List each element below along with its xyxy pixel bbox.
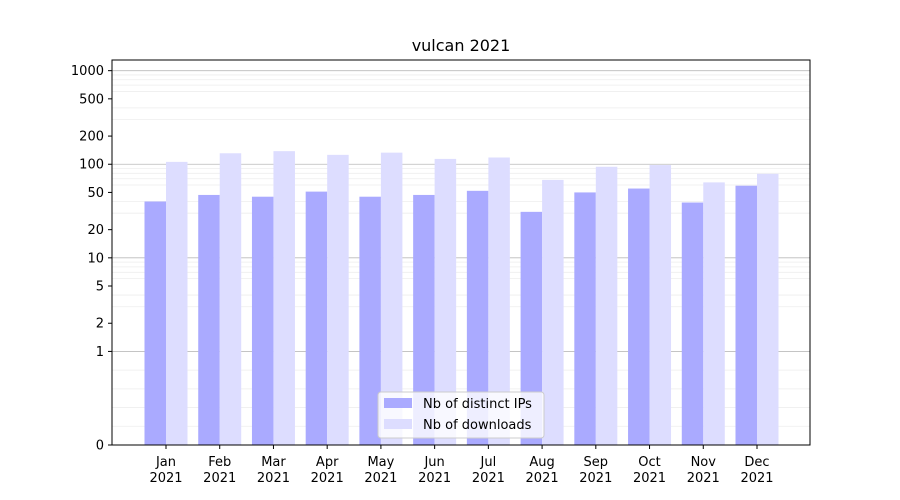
y-tick-label: 2 bbox=[96, 317, 104, 332]
plot-frame bbox=[111, 59, 811, 446]
x-tick-label-month: Sep bbox=[584, 455, 609, 470]
x-tick-label-year: 2021 bbox=[740, 471, 773, 486]
bar-distinct-ips bbox=[574, 192, 596, 445]
legend-box bbox=[377, 391, 545, 439]
bar-distinct-ips bbox=[413, 194, 435, 445]
bar-distinct-ips bbox=[305, 191, 328, 445]
bar-downloads bbox=[595, 166, 618, 446]
x-tick-label-month: Jan bbox=[155, 455, 176, 470]
x-tick-label-year: 2021 bbox=[687, 471, 720, 486]
bar-distinct-ips bbox=[144, 201, 166, 445]
y-tick-label: 1 bbox=[96, 345, 104, 360]
x-tick-label-month: May bbox=[367, 455, 394, 470]
x-tick-label-year: 2021 bbox=[633, 471, 666, 486]
x-tick-label-year: 2021 bbox=[418, 471, 451, 486]
bar-downloads bbox=[273, 151, 295, 446]
x-tick-label-month: Jun bbox=[423, 455, 444, 470]
x-tick-label-month: Aug bbox=[529, 455, 554, 470]
x-tick-label-year: 2021 bbox=[472, 471, 505, 486]
y-tick-label: 0 bbox=[96, 439, 104, 454]
y-tick-label: 500 bbox=[79, 92, 104, 107]
x-tick-label-month: Oct bbox=[638, 455, 660, 470]
legend: Nb of distinct IPs Nb of downloads bbox=[377, 391, 545, 439]
bar-distinct-ips bbox=[681, 202, 704, 445]
x-tick-label-year: 2021 bbox=[364, 471, 397, 486]
x-tick-label-year: 2021 bbox=[149, 471, 182, 486]
y-tick-label: 50 bbox=[87, 186, 104, 201]
bar-distinct-ips bbox=[466, 190, 489, 445]
x-tick-label-month: Feb bbox=[208, 455, 231, 470]
bar-downloads bbox=[649, 165, 672, 445]
bar-downloads bbox=[380, 152, 403, 445]
y-tick-label: 5 bbox=[96, 280, 104, 295]
bar-downloads bbox=[327, 154, 349, 445]
y-tick-label: 10 bbox=[87, 251, 104, 266]
x-tick-label-year: 2021 bbox=[311, 471, 344, 486]
y-tick-label: 200 bbox=[79, 130, 104, 145]
bar-distinct-ips bbox=[735, 185, 757, 446]
x-tick-label-year: 2021 bbox=[257, 471, 290, 486]
x-tick-label-month: Nov bbox=[691, 455, 717, 470]
x-tick-label-year: 2021 bbox=[203, 471, 236, 486]
x-tick-label-year: 2021 bbox=[526, 471, 559, 486]
x-axis: Jan2021Feb2021Mar2021Apr2021May2021Jun20… bbox=[149, 445, 774, 486]
legend-swatch bbox=[384, 419, 412, 429]
x-tick-label-month: Apr bbox=[316, 455, 339, 470]
bar-downloads bbox=[434, 158, 457, 446]
bar-distinct-ips bbox=[628, 188, 650, 445]
x-tick-label-month: Dec bbox=[744, 455, 769, 470]
y-tick-label: 20 bbox=[87, 223, 104, 238]
y-axis: 0 1 2 5 10 20 50 100 200 500 1000 bbox=[71, 64, 112, 454]
x-tick-label-month: Jul bbox=[480, 455, 497, 470]
bar-downloads bbox=[166, 161, 188, 445]
bar-distinct-ips bbox=[251, 196, 274, 445]
bar-downloads bbox=[488, 157, 510, 445]
y-tick-label: 1000 bbox=[71, 64, 104, 79]
legend-label: Nb of downloads bbox=[423, 418, 532, 433]
x-tick-label-year: 2021 bbox=[579, 471, 612, 486]
x-tick-label-month: Mar bbox=[261, 455, 286, 470]
bar-downloads bbox=[757, 173, 779, 446]
legend-label: Nb of distinct IPs bbox=[423, 397, 532, 412]
bar-downloads bbox=[542, 179, 564, 445]
bar-distinct-ips bbox=[198, 194, 220, 445]
bar-downloads bbox=[219, 153, 242, 445]
bar-distinct-ips bbox=[359, 196, 381, 445]
bar-downloads bbox=[703, 182, 725, 445]
bars bbox=[144, 151, 779, 446]
bar-distinct-ips bbox=[520, 211, 543, 445]
chart-title: vulcan 2021 bbox=[412, 36, 511, 55]
legend-swatch bbox=[384, 398, 412, 408]
y-tick-label: 100 bbox=[79, 158, 104, 173]
